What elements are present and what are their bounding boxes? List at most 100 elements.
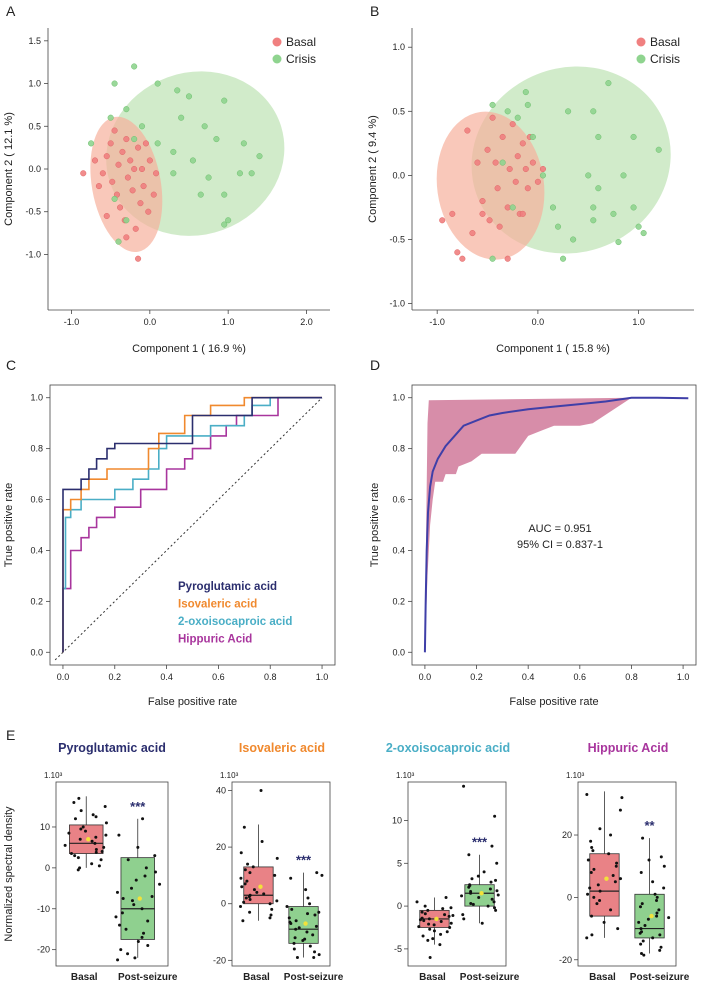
x-axis-label: False positive rate (148, 696, 237, 708)
point-crisis (585, 172, 592, 179)
point-crisis (111, 80, 118, 87)
point-basal (522, 165, 529, 173)
point-basal (512, 178, 519, 185)
data-point (248, 897, 252, 901)
data-point (73, 817, 77, 821)
roc-line-pyroglutamic (62, 396, 322, 653)
point-crisis (504, 108, 511, 115)
mean-marker-post (479, 891, 484, 896)
data-point (119, 948, 123, 952)
data-point (285, 905, 289, 909)
data-point (262, 892, 266, 896)
x-tick-label: -1.0 (429, 317, 445, 327)
y-tick-label: 10 (40, 822, 50, 832)
mean-marker-post (137, 896, 142, 901)
data-point (655, 911, 659, 915)
data-point (239, 876, 243, 880)
data-point (134, 878, 138, 882)
point-crisis (197, 191, 204, 198)
box-post (464, 884, 495, 907)
point-crisis (630, 204, 637, 211)
point-crisis (131, 63, 138, 70)
data-point (651, 880, 655, 884)
data-point (462, 917, 466, 921)
y-tick-label: -1.0 (389, 299, 405, 309)
data-point (586, 892, 590, 896)
data-point (140, 935, 144, 939)
data-point (102, 845, 106, 849)
data-point (445, 930, 449, 934)
plot-frame (411, 384, 697, 666)
roc-line-isovaleric (62, 396, 322, 653)
point-basal (464, 127, 471, 134)
data-point (126, 858, 130, 862)
x-tick-label: 2.0 (300, 317, 313, 327)
y-tick-label: 1.0 (392, 42, 405, 52)
data-point (294, 927, 298, 931)
data-point (471, 902, 475, 906)
data-point (495, 861, 499, 865)
data-point (418, 918, 422, 922)
data-point (489, 880, 493, 884)
data-point (94, 835, 98, 839)
data-point (468, 884, 472, 888)
point-basal (469, 230, 476, 237)
data-point (297, 926, 301, 930)
legend-label-isovaleric: Isovaleric acid (178, 599, 257, 611)
point-basal (496, 223, 503, 230)
data-point (72, 800, 76, 804)
point-basal (454, 249, 461, 256)
point-basal (439, 217, 446, 224)
data-point (63, 843, 67, 847)
data-point (439, 932, 443, 936)
y-axis-label: Component 2 ( 12.1 %) (3, 112, 15, 226)
data-point (67, 831, 71, 835)
x-category-label: Post-seizure (284, 972, 344, 983)
point-crisis (123, 106, 130, 113)
data-point (270, 907, 274, 911)
data-point (448, 925, 452, 929)
x-tick-label: 0.0 (532, 317, 545, 327)
point-crisis (123, 217, 130, 224)
x-axis-label: Component 1 ( 16.9 %) (132, 343, 246, 355)
point-crisis (205, 174, 212, 181)
point-crisis (635, 223, 642, 230)
data-point (643, 923, 647, 927)
x-tick-label: 0.4 (522, 672, 535, 682)
data-point (639, 942, 643, 946)
point-crisis (240, 140, 247, 147)
point-basal (489, 114, 496, 121)
panel-a-pca-scatter: 1.5 1.0 0.5 0.0 -0.5 -1.0 -1.0 0.0 1.0 2.0 Basal Cr… (3, 28, 330, 355)
x-tick-label: 0.8 (264, 672, 277, 682)
x-category-label: Basal (243, 972, 270, 983)
data-point (140, 907, 144, 911)
x-category-label: Post-seizure (118, 972, 178, 983)
boxplot-group-isovaleric: Isovaleric acid 1.10³ 40 20 0 -20 *** Basal Post… (213, 741, 344, 983)
data-point (495, 889, 499, 893)
panel-d-roc-curve-ci: 1.0 0.8 0.6 0.4 0.2 0.0 0.0 0.2 0.4 0.6 0.8 1.0 AUC … (369, 384, 697, 708)
y-axis-label: Component 2 ( 9.4 %) (367, 115, 379, 223)
data-point (114, 915, 118, 919)
data-point (293, 936, 297, 940)
point-crisis (170, 170, 177, 177)
significance-stars: ** (644, 818, 655, 833)
point-crisis (549, 204, 557, 211)
mean-marker-basal (604, 876, 609, 881)
data-point (312, 956, 316, 960)
data-point (314, 924, 318, 928)
y-tick-label: -10 (37, 904, 50, 914)
x-tick-label: 0.2 (470, 672, 483, 682)
y-tick-label: 40 (216, 785, 226, 795)
point-crisis (185, 93, 193, 100)
data-point (69, 852, 73, 856)
data-point (641, 939, 645, 943)
plot-frame (55, 781, 169, 967)
mean-marker-basal (86, 837, 91, 842)
annotation-1: 95% CI = 0.837-1 (517, 539, 603, 551)
x-tick-label: 0.0 (57, 672, 70, 682)
point-crisis (107, 114, 114, 121)
data-point (150, 894, 154, 898)
data-point (289, 876, 293, 880)
data-point (255, 890, 259, 894)
y-tick-label: -20 (37, 945, 50, 955)
